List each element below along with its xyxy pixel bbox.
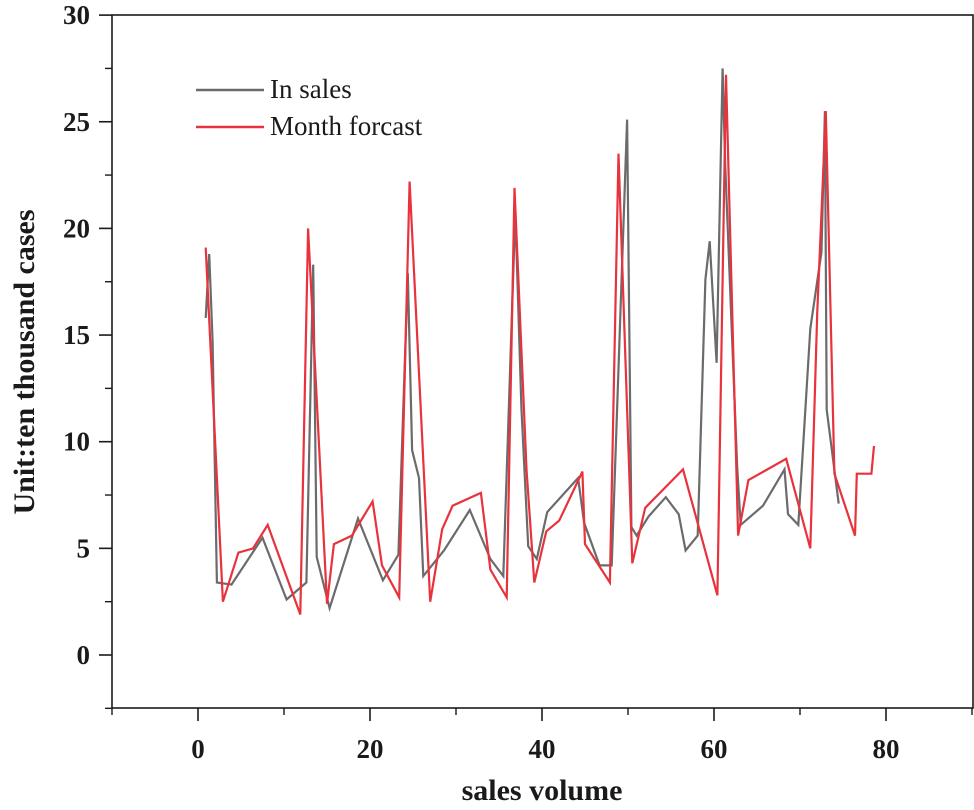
x-axis: 0 20 40 60 80 — [111, 708, 973, 764]
x-tick-label: 0 — [191, 734, 205, 764]
series-line-month-forcast — [204, 74, 876, 615]
plot-border — [111, 14, 974, 709]
y-axis: 0 5 10 15 20 25 30 — [63, 0, 112, 710]
legend: In sales Month forcast — [196, 74, 423, 141]
y-tick-label: 5 — [77, 533, 91, 563]
x-tick-label: 20 — [357, 734, 384, 764]
legend-label-month-forcast: Month forcast — [270, 111, 423, 141]
y-tick-label: 30 — [63, 0, 90, 30]
y-axis-title: Unit:ten thousand cases — [8, 209, 41, 514]
y-tick-label: 25 — [63, 107, 90, 137]
x-tick-label: 80 — [873, 734, 900, 764]
x-tick-label: 40 — [529, 734, 556, 764]
x-tick-label: 60 — [701, 734, 728, 764]
legend-label-in-sales: In sales — [270, 74, 352, 104]
plot-frame — [111, 14, 974, 709]
y-tick-label: 0 — [77, 640, 91, 670]
series-layer — [204, 68, 876, 615]
series-line-in-sales — [204, 68, 840, 613]
y-tick-label: 20 — [63, 213, 90, 243]
y-tick-label: 10 — [63, 427, 90, 457]
x-axis-title: sales volume — [462, 774, 623, 807]
y-tick-label: 15 — [63, 320, 90, 350]
